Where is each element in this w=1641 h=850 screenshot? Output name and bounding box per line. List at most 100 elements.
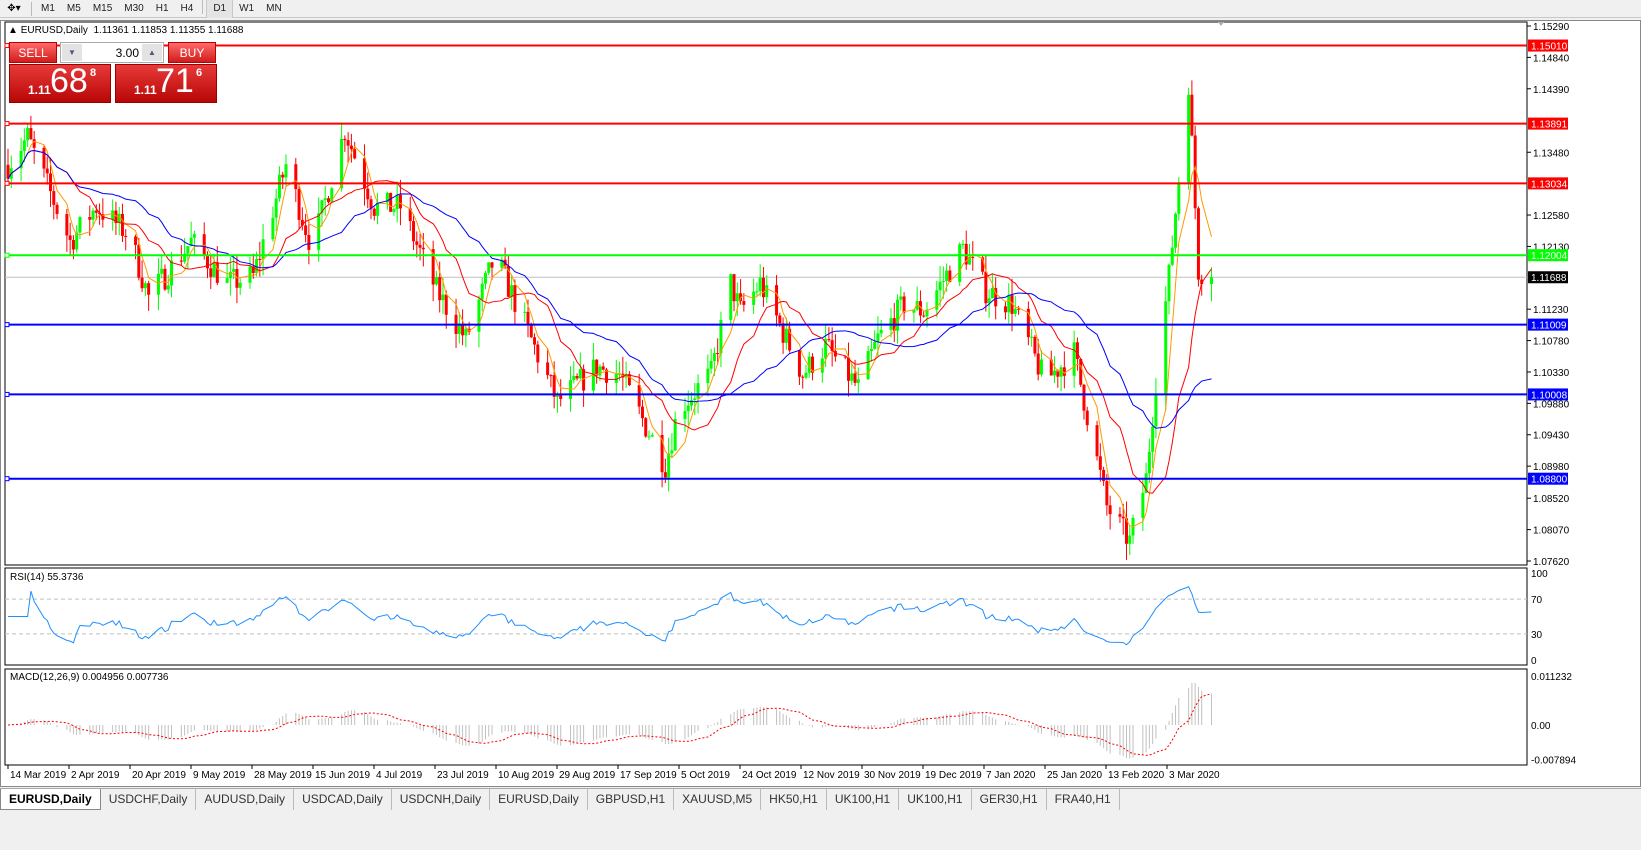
candle-body (624, 374, 628, 378)
candle (369, 195, 373, 220)
chart-canvas[interactable]: 1.15290 1.14840 1.14390 1.13480 1.12580 1.121… (0, 0, 1641, 787)
candle-body (32, 139, 36, 148)
timeframe-m15[interactable]: M15 (92, 2, 113, 14)
level-price-label: 1.15010 (1531, 42, 1568, 53)
candle (830, 327, 834, 367)
chart-tab[interactable]: USDCNH,Daily (392, 789, 491, 810)
price-axis-label: 1.07620 (1533, 557, 1570, 568)
chart-tab[interactable]: USDCHF,Daily (101, 789, 197, 810)
chart-tab[interactable]: GBPUSD,H1 (588, 789, 675, 810)
candle-body (22, 140, 26, 151)
level-price-tag (1528, 388, 1568, 401)
candle (559, 379, 563, 407)
lot-size-input[interactable]: 3.00 (115, 46, 139, 60)
chart-tab[interactable]: XAUUSD,M5 (674, 789, 762, 810)
timeframe-h1[interactable]: H1 (155, 2, 169, 14)
chart-tab[interactable]: FRA40,H1 (1047, 789, 1120, 810)
candle (614, 359, 618, 396)
candle-body (1102, 469, 1106, 482)
candle-body (526, 311, 530, 325)
candle-body (896, 299, 900, 331)
chart-tab[interactable]: UK100,H1 (827, 789, 900, 810)
candle (915, 286, 919, 312)
ma-mid-line (7, 149, 1212, 494)
candle-body (984, 271, 988, 304)
candle-body (765, 285, 769, 298)
candle (1105, 474, 1109, 516)
buy-button[interactable]: BUY (168, 42, 216, 63)
candle-body (147, 283, 151, 295)
candle (1095, 420, 1099, 461)
candle (271, 206, 275, 242)
candle (300, 207, 304, 231)
candle (163, 264, 167, 291)
candle (1033, 335, 1037, 357)
candle-body (686, 405, 690, 412)
candle-body (781, 323, 785, 343)
rsi-axis-label: 70 (1531, 595, 1543, 606)
chart-tab[interactable]: EURUSD,Daily (0, 789, 101, 810)
timeframe-m1[interactable]: M1 (41, 2, 55, 14)
candle-body (948, 270, 952, 282)
buy-price[interactable]: 1.11 71 6 (115, 62, 217, 103)
chart-tab[interactable]: UK100,H1 (899, 789, 972, 810)
candle-body (55, 204, 59, 215)
candle (1003, 301, 1007, 320)
sell-price[interactable]: 1.11 68 8 (9, 62, 111, 103)
candle-body (1013, 308, 1017, 314)
increase-lots-icon[interactable]: ▲ (142, 44, 162, 61)
candle-body (614, 373, 618, 383)
date-axis-label: 29 Aug 2019 (559, 770, 616, 781)
candle-body (1154, 394, 1158, 427)
candle (892, 303, 896, 343)
candle (788, 321, 792, 353)
candle-body (709, 360, 713, 369)
chart-tab[interactable]: USDCAD,Daily (294, 789, 392, 810)
candle (896, 294, 900, 344)
timeframe-h4[interactable]: H4 (180, 2, 194, 14)
divider (31, 1, 32, 16)
timeframe-m30[interactable]: M30 (124, 2, 144, 14)
timeframe-m5[interactable]: M5 (66, 2, 81, 14)
ohlc-values: 1.11361 1.11853 1.11355 1.11688 (93, 25, 244, 36)
candle (362, 144, 366, 206)
sell-button[interactable]: SELL (9, 42, 57, 63)
candle-body (876, 333, 880, 342)
level-price-tag (1528, 117, 1568, 130)
candle (186, 246, 190, 270)
candle-body (340, 138, 344, 189)
candle-body (824, 339, 828, 359)
candle (510, 274, 514, 310)
chart-tab[interactable]: AUDUSD,Daily (196, 789, 295, 810)
candle-body (317, 213, 321, 250)
candle-body (117, 213, 121, 223)
date-axis-label: 14 Mar 2019 (10, 770, 67, 781)
rsi-axis-label: 100 (1531, 569, 1548, 580)
timeframe-w1[interactable]: W1 (239, 2, 255, 14)
candle (68, 222, 72, 256)
chart-tab[interactable]: GER30,H1 (972, 789, 1047, 810)
candle (925, 302, 929, 328)
candle-body (304, 225, 308, 235)
chart-tab[interactable]: EURUSD,Daily (490, 789, 588, 810)
candle-body (987, 298, 991, 304)
candle-body (1164, 301, 1168, 395)
candle-body (490, 262, 494, 268)
timeframe-d1[interactable]: D1 (206, 0, 234, 18)
candle (160, 255, 164, 279)
line-studies-icon[interactable]: ✥▾ (7, 3, 21, 14)
candle-body (873, 341, 877, 349)
lot-size-stepper[interactable]: ▼ 3.00 ▲ (60, 42, 164, 63)
candle-body (673, 418, 677, 451)
candle-body (140, 277, 144, 289)
candle-body (1085, 410, 1089, 426)
chart-window[interactable] (0, 20, 1641, 787)
candle-body (412, 221, 416, 242)
decrease-lots-icon[interactable]: ▼ (62, 44, 82, 61)
candle (850, 363, 854, 385)
buy-price-prefix: 1.11 (134, 83, 157, 97)
chart-tab[interactable]: HK50,H1 (761, 789, 827, 810)
timeframe-mn[interactable]: MN (266, 2, 282, 14)
candle-body (78, 217, 82, 233)
candle (941, 266, 945, 299)
